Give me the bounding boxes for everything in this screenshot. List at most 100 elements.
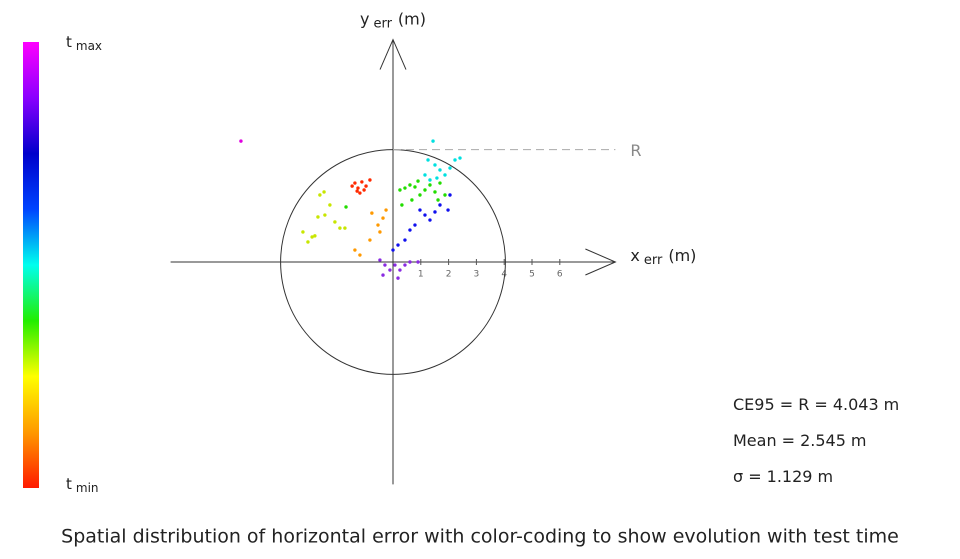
point — [438, 181, 442, 185]
stat-label: σ = — [733, 467, 762, 486]
stat-value: 2.545 — [800, 431, 846, 450]
point — [433, 163, 437, 167]
point — [306, 240, 310, 244]
point — [360, 180, 364, 184]
point — [398, 268, 402, 272]
point — [438, 203, 442, 207]
stat-label: CE95 = R = — [733, 395, 828, 414]
point — [435, 176, 439, 180]
point — [378, 230, 382, 234]
point — [356, 186, 360, 190]
point — [443, 193, 447, 197]
colorbar-max-label-main: t — [66, 33, 72, 51]
point — [423, 173, 427, 177]
x-axis-arrow — [585, 248, 617, 276]
point — [413, 223, 417, 227]
point — [333, 220, 337, 224]
point — [428, 183, 432, 187]
point — [403, 238, 407, 242]
point — [428, 218, 432, 222]
point — [413, 185, 417, 189]
point — [431, 139, 435, 143]
point — [316, 215, 320, 219]
point — [343, 226, 347, 230]
point — [438, 168, 442, 172]
point — [388, 268, 392, 272]
point — [239, 139, 243, 143]
stat-unit: m — [884, 395, 900, 414]
point — [368, 178, 372, 182]
point — [301, 230, 305, 234]
point — [364, 184, 368, 188]
x-axis-label-main: x — [630, 246, 639, 265]
point — [355, 189, 359, 193]
point — [384, 208, 388, 212]
point — [458, 156, 462, 160]
point — [433, 190, 437, 194]
point — [358, 253, 362, 257]
y-axis-label: y err (m) — [360, 9, 426, 31]
point — [398, 188, 402, 192]
point — [318, 193, 322, 197]
point — [448, 193, 452, 197]
x-tick-label: 5 — [529, 270, 535, 280]
point — [344, 205, 348, 209]
stat-unit: m — [851, 431, 867, 450]
point — [453, 158, 457, 162]
colorbar-min-label: t min — [66, 475, 99, 495]
radius-label: R — [630, 141, 641, 160]
point — [423, 188, 427, 192]
point — [381, 216, 385, 220]
y-axis-arrow — [379, 38, 407, 70]
point — [338, 226, 342, 230]
x-tick-label: 1 — [418, 270, 424, 280]
point — [322, 190, 326, 194]
point — [396, 276, 400, 280]
point — [310, 235, 314, 239]
point — [396, 243, 400, 247]
point — [433, 210, 437, 214]
stat-label: Mean = — [733, 431, 795, 450]
point — [423, 213, 427, 217]
point — [408, 183, 412, 187]
point — [428, 178, 432, 182]
point — [328, 203, 332, 207]
point — [358, 191, 362, 195]
y-axis-label-main: y — [360, 9, 369, 28]
point — [370, 211, 374, 215]
point — [448, 166, 452, 170]
point — [350, 184, 354, 188]
colorbar-min-label-sub: min — [76, 481, 99, 495]
y-axis-label-sub: err — [373, 16, 392, 31]
colorbar — [23, 42, 39, 488]
x-axis-label-sub: err — [644, 253, 663, 268]
stat: CE95 = R = 4.043 m — [733, 395, 899, 414]
point — [313, 234, 317, 238]
caption: Spatial distribution of horizontal error… — [61, 526, 899, 548]
point — [400, 203, 404, 207]
point — [408, 228, 412, 232]
point — [383, 263, 387, 267]
point — [323, 213, 327, 217]
stat-value: 4.043 — [833, 395, 879, 414]
point — [426, 158, 430, 162]
colorbar-max-label: t max — [66, 33, 102, 53]
point — [408, 260, 412, 264]
point — [403, 263, 407, 267]
point — [418, 208, 422, 212]
point — [393, 263, 397, 267]
point — [378, 258, 382, 262]
point — [446, 208, 450, 212]
point — [362, 188, 366, 192]
x-axis-label: x err (m) — [630, 246, 696, 268]
point — [376, 223, 380, 227]
y-axis-unit: (m) — [398, 9, 426, 28]
point — [391, 248, 395, 252]
colorbar-min-label-main: t — [66, 475, 72, 493]
stat: σ = 1.129 m — [733, 467, 833, 486]
point — [403, 186, 407, 190]
colorbar-max-label-sub: max — [76, 39, 102, 53]
stat-value: 1.129 — [767, 467, 813, 486]
x-tick-label: 3 — [474, 270, 480, 280]
point — [410, 198, 414, 202]
